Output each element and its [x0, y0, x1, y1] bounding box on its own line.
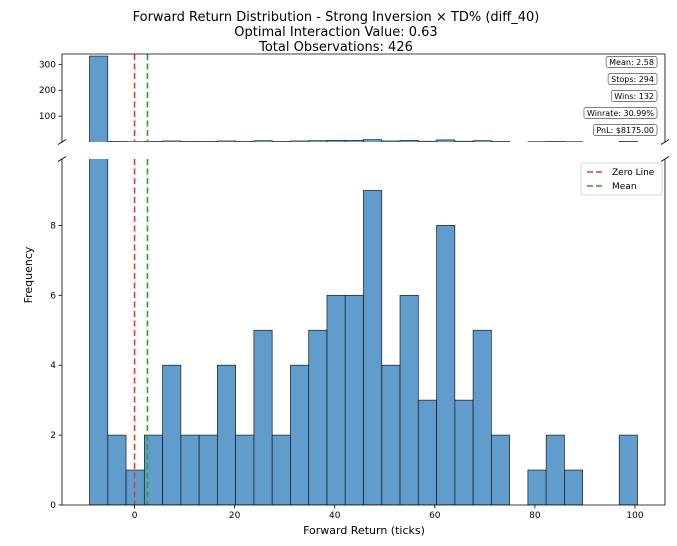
stat-box: [605, 56, 658, 68]
x-axis-label: Forward Return (ticks): [303, 524, 425, 537]
histogram-bar: [253, 329, 273, 505]
bottom-plot-area: [89, 159, 638, 505]
stat-label: Winrate: 30.99%: [587, 109, 654, 118]
histogram-bar-top: [545, 141, 565, 142]
histogram-bar: [290, 364, 310, 505]
legend-entry-label: Mean: [612, 182, 637, 192]
histogram-bar: [308, 329, 328, 505]
axis-break-mark: [660, 139, 670, 145]
legend-frame: [580, 162, 663, 196]
y-tick-label: 0: [50, 501, 56, 511]
histogram-bar-top: [344, 140, 364, 142]
histogram-bar: [217, 364, 236, 505]
histogram-bar-top: [290, 140, 310, 142]
x-tick-label: 100: [626, 511, 643, 521]
histogram-bar: [198, 434, 218, 505]
histogram-bar-top: [618, 141, 638, 142]
stat-box: [607, 73, 658, 85]
y-tick-label: 2: [50, 431, 56, 441]
histogram-bar: [545, 434, 565, 505]
histogram-bar: [344, 294, 364, 505]
legend: Zero Line Mean: [580, 162, 663, 196]
histogram-bar-top: [399, 140, 419, 142]
histogram-bar-top: [235, 141, 255, 142]
y-tick-label: 100: [39, 112, 56, 122]
y-tick-label: 4: [50, 361, 56, 371]
histogram-bar: [436, 225, 456, 505]
histogram-bar-top: [271, 141, 291, 142]
title-line-2: Optimal Interaction Value: 0.63: [234, 25, 437, 40]
y-tick-label: 6: [50, 291, 56, 301]
axis-break-mark: [660, 156, 670, 162]
histogram-bar-top: [436, 139, 456, 142]
histogram-bar-top: [417, 140, 437, 142]
histogram-bar-top: [326, 140, 346, 142]
histogram-bar-top: [472, 140, 492, 142]
histogram-bar: [162, 364, 182, 505]
histogram-bar: [417, 399, 437, 505]
histogram-bar-top: [217, 140, 236, 142]
bottom-panel-frame: [61, 159, 666, 506]
histogram-bar-top: [564, 141, 584, 142]
histogram-bar-top: [381, 140, 401, 142]
histogram-bar: [564, 469, 584, 505]
y-tick-label: 300: [39, 60, 56, 70]
stat-box: [610, 90, 658, 102]
title-line-3: Total Observations: 426: [258, 40, 413, 55]
histogram-bar: [363, 190, 383, 505]
histogram-bar: [89, 159, 109, 505]
x-tick-label: 60: [429, 511, 441, 521]
x-tick-label: 20: [229, 511, 241, 521]
stat-label: Mean: 2.58: [609, 58, 654, 67]
histogram-bar: [618, 434, 638, 505]
title-line-1: Forward Return Distribution - Strong Inv…: [133, 10, 540, 25]
axis-break-mark: [57, 139, 67, 145]
histogram-bar: [381, 364, 401, 505]
chart-title: Forward Return Distribution - Strong Inv…: [133, 10, 540, 55]
histogram-bar-top: [454, 140, 474, 142]
stat-label: Wins: 132: [614, 92, 654, 101]
x-tick-label: 0: [132, 511, 138, 521]
y-tick-label: 8: [50, 221, 56, 231]
top-panel: 100 200 300: [39, 53, 666, 162]
histogram-bar-top: [107, 141, 127, 142]
histogram-bar: [180, 434, 200, 505]
histogram-bar-top: [143, 141, 163, 142]
histogram-bar-top: [491, 141, 510, 142]
x-tick-label: 80: [529, 511, 541, 521]
histogram-bar-top: [527, 141, 547, 142]
top-plot-area: [89, 54, 638, 142]
histogram-bar: [107, 434, 127, 505]
histogram-bar: [527, 469, 547, 505]
histogram-bar-top: [180, 141, 200, 142]
histogram-bar-top: [162, 140, 182, 142]
histogram-bar-top: [125, 141, 145, 142]
histogram-bar: [271, 434, 291, 505]
histogram-bar: [454, 399, 474, 505]
stat-label: PnL: $8175.00: [596, 126, 654, 135]
stat-box: [593, 124, 658, 136]
legend-entry-label: Zero Line: [612, 168, 655, 178]
histogram-bar-top: [198, 141, 218, 142]
top-panel-frame: [61, 53, 666, 142]
stats-box-group: Mean: 2.58 Stops: 294 Wins: 132 Winrate: 30…: [583, 56, 658, 136]
histogram-bar: [326, 294, 346, 505]
x-tick-label: 40: [329, 511, 341, 521]
histogram-bar: [472, 329, 492, 505]
histogram-bar-top: [308, 140, 328, 142]
histogram-bar: [399, 294, 419, 505]
stat-label: Stops: 294: [611, 75, 654, 84]
y-tick-label: 200: [39, 86, 56, 96]
histogram-bar: [235, 434, 255, 505]
stat-box: [583, 107, 658, 119]
histogram-bar-top: [253, 140, 273, 142]
histogram-bar: [491, 434, 510, 505]
histogram-bar-top: [363, 139, 383, 142]
histogram-bar-top: [89, 55, 109, 142]
y-axis-label: Frequency: [22, 246, 35, 303]
